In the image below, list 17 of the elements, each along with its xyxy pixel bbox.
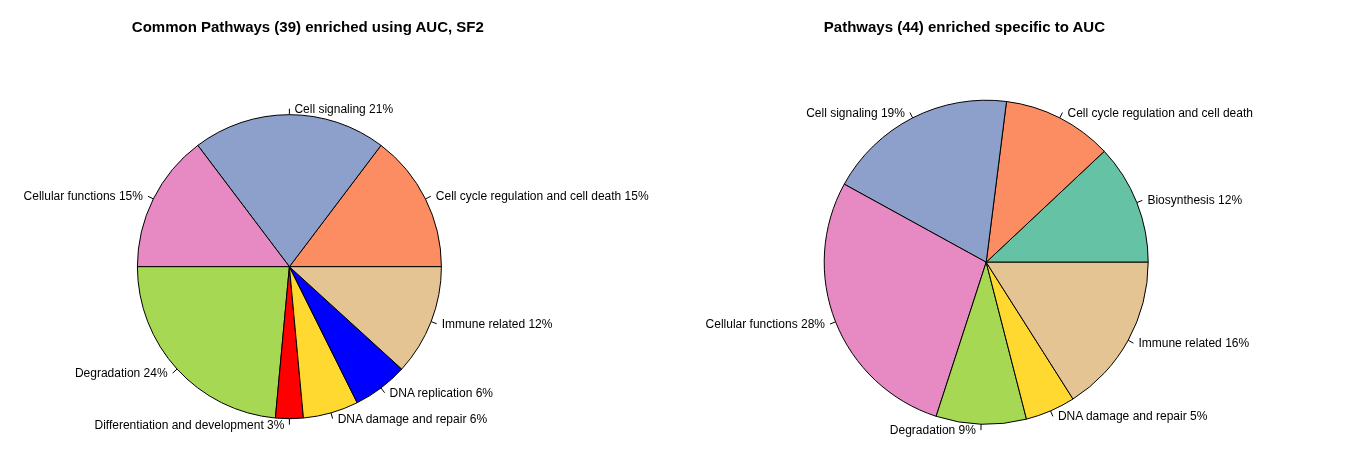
slice-label: Cell signaling 19% <box>806 105 906 120</box>
slice-label: DNA damage and repair 5% <box>1057 409 1208 424</box>
slice-label: Biosynthesis 12% <box>1147 193 1243 208</box>
slice-label: DNA damage and repair 6% <box>337 411 488 426</box>
slice-label: Degradation 24% <box>74 366 168 381</box>
slice-label: Cell cycle regulation and cell death <box>1067 105 1253 120</box>
slice-label: Differentiation and development 3% <box>94 417 285 432</box>
slice-label: Cellular functions 28% <box>705 317 826 332</box>
slice-label: Cell cycle regulation and cell death 15% <box>435 189 649 204</box>
slice-label: Immune related 12% <box>441 316 553 331</box>
chart-title: Common Pathways (39) enriched using AUC, SF2 <box>131 18 484 35</box>
slice-label: Cellular functions 15% <box>23 189 144 204</box>
chart-title: Pathways (44) enriched specific to AUC <box>823 18 1106 35</box>
slice-label: Degradation 9% <box>889 423 977 438</box>
slice-label: DNA replication 6% <box>389 385 494 400</box>
slice-label: Cell signaling 21% <box>294 101 394 116</box>
slice-label: Immune related 16% <box>1138 336 1250 351</box>
